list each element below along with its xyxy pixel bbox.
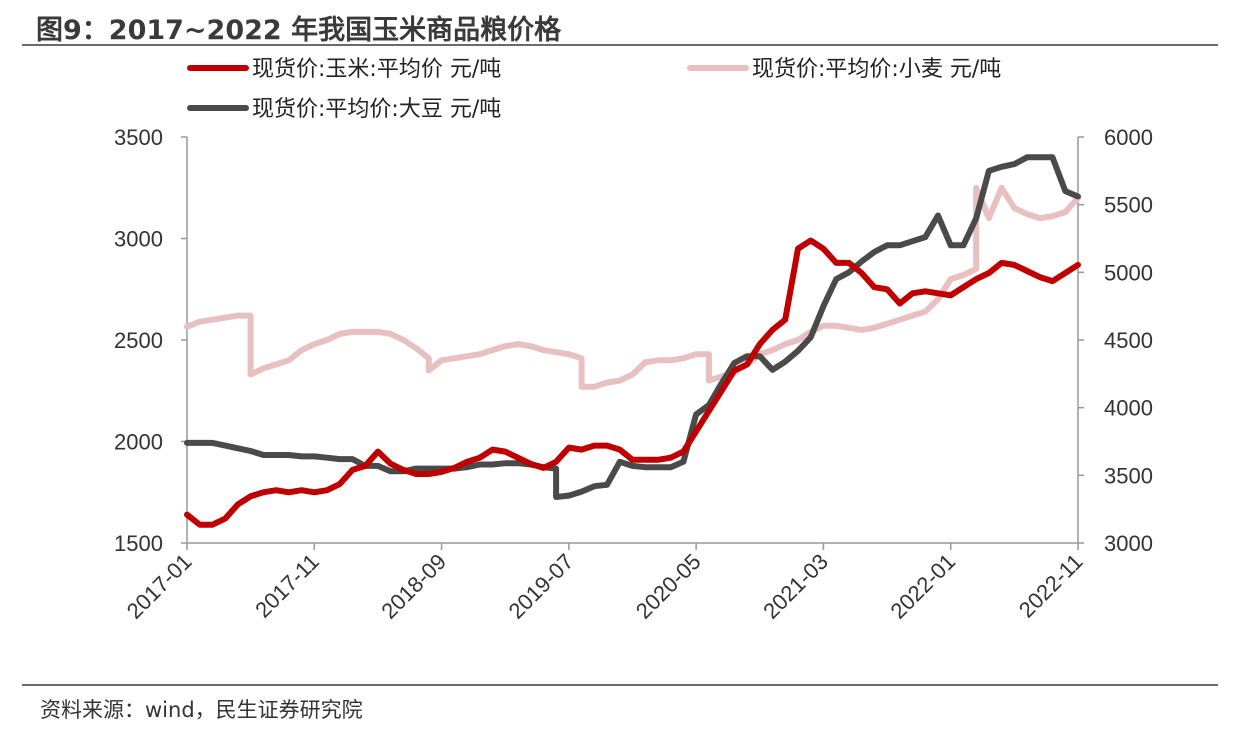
chart-legend: 现货价:玉米:平均价 元/吨 现货价:平均价:小麦 元/吨 现货价:平均价:大豆… bbox=[187, 57, 1001, 122]
right-y-tick-label: 3500 bbox=[1104, 463, 1153, 488]
series-line-soybean bbox=[184, 154, 1081, 500]
price-line-chart: 现货价:玉米:平均价 元/吨 现货价:平均价:小麦 元/吨 现货价:平均价:大豆… bbox=[114, 57, 1153, 624]
legend-label-soybean: 现货价:平均价:大豆 元/吨 bbox=[252, 97, 501, 122]
x-tick-label: 2021-03 bbox=[758, 549, 833, 624]
x-tick-label: 2022-11 bbox=[1014, 549, 1088, 623]
x-tick-label: 2019-07 bbox=[504, 549, 579, 624]
right-y-tick-label: 6000 bbox=[1104, 125, 1153, 150]
x-tick-label: 2020-05 bbox=[631, 549, 706, 624]
left-y-tick-label: 2500 bbox=[114, 328, 163, 353]
series-line-corn bbox=[184, 237, 1081, 528]
left-y-tick-label: 2000 bbox=[114, 430, 163, 455]
x-tick-label: 2017-11 bbox=[250, 549, 324, 623]
left-y-tick-label: 1500 bbox=[114, 531, 163, 556]
title-divider bbox=[22, 44, 1218, 46]
right-y-tick-label: 4000 bbox=[1104, 396, 1153, 421]
legend-label-wheat: 现货价:平均价:小麦 元/吨 bbox=[752, 57, 1001, 82]
left-y-tick-label: 3000 bbox=[114, 227, 163, 252]
right-y-tick-label: 5000 bbox=[1104, 260, 1153, 285]
x-tick-label: 2017-01 bbox=[122, 549, 197, 624]
legend-label-corn: 现货价:玉米:平均价 元/吨 bbox=[252, 57, 501, 82]
right-y-tick-label: 3000 bbox=[1104, 531, 1153, 556]
figure-title: 图9：2017~2022 年我国玉米商品粮价格 bbox=[36, 15, 562, 46]
left-y-tick-label: 3500 bbox=[114, 125, 163, 150]
source-note: 资料来源：wind，民生证券研究院 bbox=[40, 698, 363, 722]
right-y-tick-label: 5500 bbox=[1104, 193, 1153, 218]
chart-series bbox=[184, 154, 1081, 528]
footer-divider bbox=[22, 684, 1218, 686]
x-tick-label: 2018-09 bbox=[376, 549, 451, 624]
series-line-wheat bbox=[184, 184, 1081, 390]
right-y-tick-label: 4500 bbox=[1104, 328, 1153, 353]
x-tick-label: 2022-01 bbox=[885, 549, 960, 624]
